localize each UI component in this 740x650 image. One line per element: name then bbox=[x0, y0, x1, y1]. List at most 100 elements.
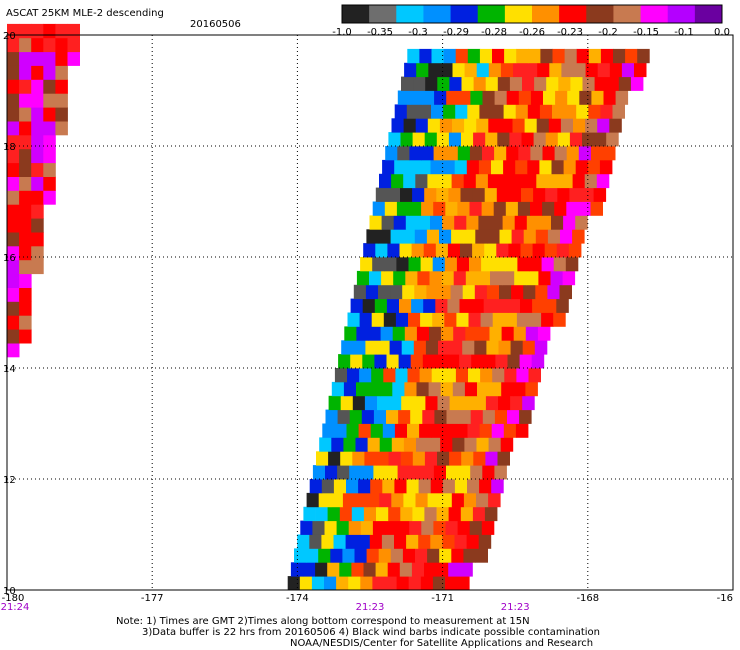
swath-cell bbox=[7, 176, 20, 191]
swath-cell bbox=[439, 492, 453, 508]
swath-cell bbox=[7, 162, 20, 177]
swath-cell bbox=[424, 451, 438, 466]
swath-cell bbox=[412, 506, 425, 522]
swath-cell bbox=[594, 132, 607, 147]
swath-cell bbox=[437, 395, 450, 411]
swath-cell bbox=[551, 215, 564, 230]
swath-cell bbox=[418, 104, 432, 119]
swath-cell bbox=[634, 62, 647, 78]
swath-cell bbox=[488, 62, 502, 78]
note-line-1: Note: 1) Times are GMT 2)Times along bot… bbox=[116, 616, 530, 627]
swath-cell bbox=[31, 148, 44, 164]
swath-cell bbox=[530, 201, 543, 216]
swath-cell bbox=[7, 245, 20, 261]
swath-cell bbox=[615, 90, 629, 105]
swath-cell bbox=[393, 215, 407, 230]
swath-cell bbox=[404, 326, 418, 341]
swath-cell bbox=[569, 132, 583, 147]
swath-cell bbox=[315, 506, 329, 522]
swath-cell bbox=[380, 326, 394, 341]
swath-cell bbox=[349, 465, 362, 480]
swath-cell bbox=[547, 229, 561, 244]
swath-cell bbox=[446, 409, 459, 424]
swath-cell bbox=[333, 534, 346, 549]
swath-cell bbox=[67, 51, 80, 66]
swath-cell bbox=[472, 243, 485, 258]
swath-cell bbox=[489, 381, 502, 397]
swath-cell bbox=[530, 146, 543, 161]
swath-cell bbox=[463, 229, 476, 244]
colorbar-swatch bbox=[559, 5, 587, 23]
swath-cell bbox=[403, 173, 416, 189]
swath-cell bbox=[481, 520, 495, 535]
swath-cell bbox=[454, 215, 467, 230]
swath-cell bbox=[494, 90, 508, 105]
swath-cell bbox=[425, 340, 439, 355]
x-tick-label: -174 bbox=[286, 593, 309, 604]
swath-cell bbox=[303, 506, 316, 522]
swath-cell bbox=[339, 506, 353, 522]
swath-cell bbox=[572, 173, 586, 189]
swath-cell bbox=[504, 368, 517, 383]
swath-cell bbox=[500, 62, 514, 78]
swath-cell bbox=[544, 298, 557, 313]
swath-cell bbox=[505, 201, 519, 216]
swath-cell bbox=[491, 423, 505, 438]
swath-cell bbox=[555, 90, 568, 105]
swath-cell bbox=[19, 204, 32, 219]
swath-cell bbox=[461, 132, 474, 147]
swath-cell bbox=[423, 243, 437, 258]
swath-cell bbox=[557, 187, 570, 202]
swath-cell bbox=[413, 340, 427, 355]
swath-cell bbox=[563, 215, 576, 230]
swath-cell bbox=[312, 520, 325, 535]
swath-cell bbox=[463, 492, 477, 508]
swath-cell bbox=[448, 132, 462, 147]
swath-cell bbox=[534, 76, 547, 91]
swath-cell bbox=[452, 62, 465, 78]
swath-cell bbox=[390, 284, 403, 300]
swath-cell bbox=[482, 465, 495, 480]
swath-cell bbox=[399, 562, 413, 577]
swath-cell bbox=[7, 259, 20, 275]
swath-cell bbox=[475, 548, 488, 563]
swath-cell bbox=[424, 562, 437, 577]
swath-cell bbox=[351, 506, 365, 522]
swath-cell bbox=[463, 548, 476, 563]
swath-cell bbox=[392, 381, 405, 397]
swath-cell bbox=[449, 76, 462, 91]
swath-cell bbox=[422, 354, 436, 369]
swath-cell bbox=[442, 215, 455, 230]
swath-cell bbox=[409, 90, 423, 105]
swath-cell bbox=[386, 354, 399, 369]
swath-cell bbox=[19, 232, 32, 247]
swath-cell bbox=[491, 104, 504, 119]
swath-cell bbox=[469, 201, 482, 216]
swath-cell bbox=[454, 534, 467, 549]
swath-cell bbox=[318, 548, 331, 563]
swath-cell bbox=[476, 492, 489, 508]
swath-cell bbox=[55, 65, 68, 80]
swath-cell bbox=[350, 354, 363, 369]
swath-cell bbox=[457, 576, 470, 591]
swath-cell bbox=[19, 245, 32, 261]
swath-cell bbox=[369, 215, 382, 230]
swath-cell bbox=[560, 173, 573, 189]
swath-cell bbox=[436, 506, 450, 522]
swath-cell bbox=[400, 132, 413, 147]
swath-cell bbox=[347, 312, 360, 327]
swath-cell bbox=[455, 423, 468, 438]
swath-cell bbox=[460, 243, 473, 258]
swath-cell bbox=[306, 548, 319, 563]
swath-cell bbox=[525, 326, 539, 341]
x-tick-label: -180 bbox=[2, 593, 25, 604]
swath-cell bbox=[482, 409, 496, 424]
swath-cell bbox=[458, 409, 472, 424]
swath-cell bbox=[413, 395, 426, 411]
swath-cell bbox=[612, 104, 625, 119]
swath-cell bbox=[499, 284, 512, 300]
swath-cell bbox=[467, 104, 480, 119]
swath-cell bbox=[334, 423, 347, 438]
swath-cell bbox=[43, 51, 56, 66]
swath-cell bbox=[521, 132, 534, 147]
